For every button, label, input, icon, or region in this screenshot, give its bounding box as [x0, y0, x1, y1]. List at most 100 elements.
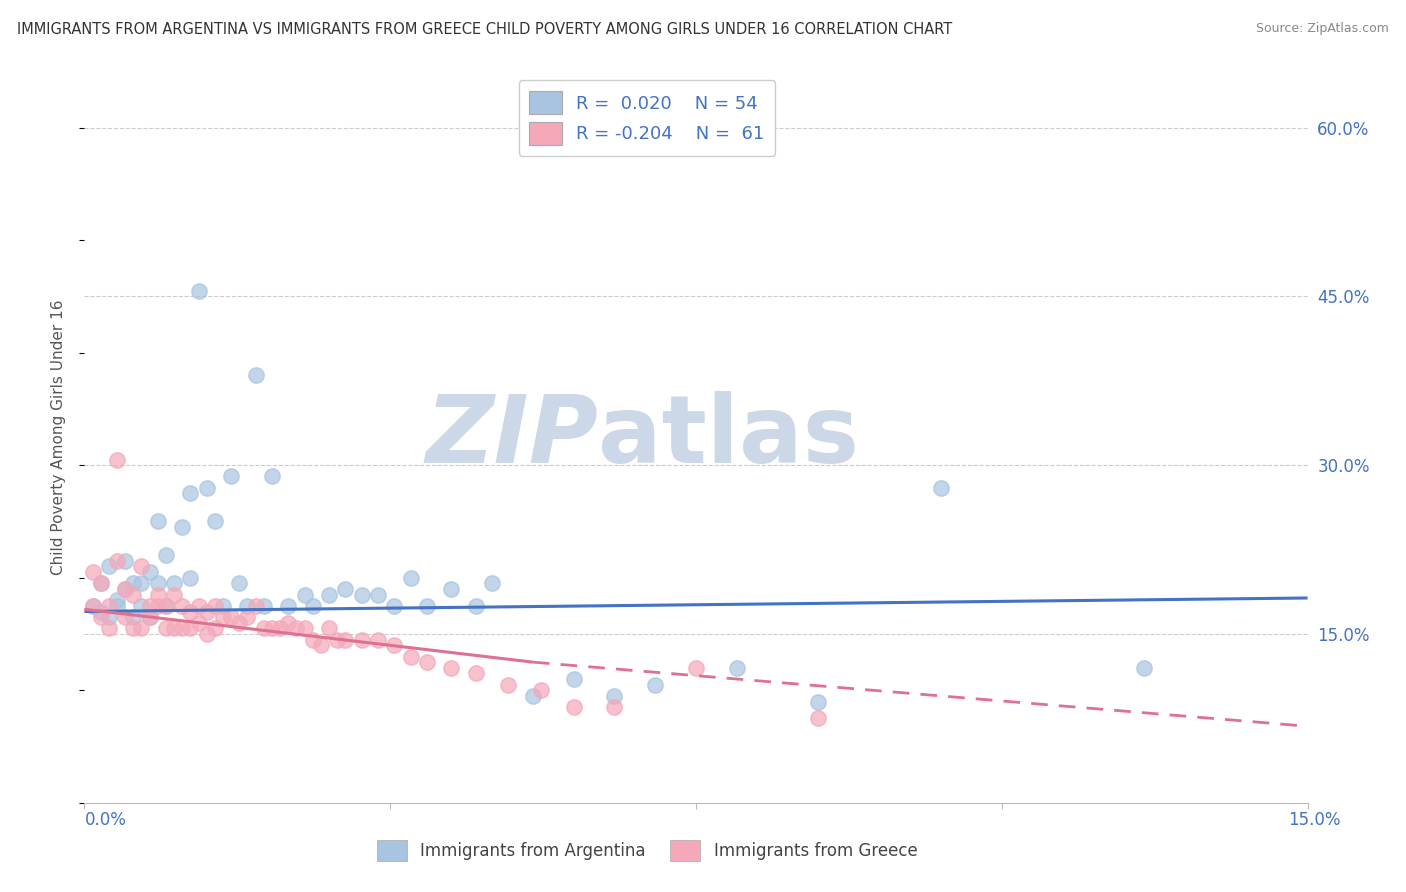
Point: [90, 576, 112, 591]
Point: [82, 599, 104, 613]
Point: [146, 515, 169, 529]
Point: [122, 610, 145, 624]
Point: [285, 621, 308, 635]
Point: [114, 554, 136, 568]
Point: [131, 621, 153, 635]
Point: [155, 548, 177, 562]
Point: [138, 599, 160, 613]
Point: [807, 694, 830, 708]
Point: [138, 565, 160, 579]
Point: [114, 582, 136, 596]
Point: [97, 621, 120, 635]
Point: [146, 576, 169, 591]
Point: [562, 700, 585, 714]
Point: [122, 588, 145, 602]
Point: [929, 481, 952, 495]
Point: [277, 615, 299, 630]
Point: [253, 599, 276, 613]
Point: [155, 621, 177, 635]
Point: [131, 576, 153, 591]
Point: [212, 599, 235, 613]
Point: [195, 605, 218, 619]
Point: [326, 632, 349, 647]
Point: [155, 599, 177, 613]
Point: [498, 678, 520, 692]
Point: [399, 649, 422, 664]
Point: [236, 610, 259, 624]
Point: [277, 599, 299, 613]
Point: [318, 588, 340, 602]
Point: [90, 605, 112, 619]
Point: [399, 571, 422, 585]
Point: [122, 621, 145, 635]
Point: [350, 632, 373, 647]
Point: [440, 661, 463, 675]
Point: [301, 632, 323, 647]
Point: [90, 576, 112, 591]
Point: [131, 599, 153, 613]
Point: [195, 481, 218, 495]
Point: [138, 610, 160, 624]
Text: 15.0%: 15.0%: [1288, 811, 1341, 829]
Point: [440, 582, 463, 596]
Point: [105, 599, 128, 613]
Point: [82, 599, 104, 613]
Point: [562, 672, 585, 686]
Point: [309, 638, 332, 652]
Point: [725, 661, 748, 675]
Point: [644, 678, 666, 692]
Point: [260, 469, 283, 483]
Point: [97, 610, 120, 624]
Point: [416, 655, 439, 669]
Point: [82, 565, 104, 579]
Point: [301, 599, 323, 613]
Point: [172, 599, 194, 613]
Point: [97, 599, 120, 613]
Point: [204, 599, 226, 613]
Point: [228, 576, 250, 591]
Point: [172, 520, 194, 534]
Point: [131, 559, 153, 574]
Point: [105, 554, 128, 568]
Point: [236, 599, 259, 613]
Point: [685, 661, 707, 675]
Point: [603, 689, 626, 703]
Point: [187, 599, 209, 613]
Point: [260, 621, 283, 635]
Point: [146, 599, 169, 613]
Point: [245, 599, 267, 613]
Point: [382, 599, 405, 613]
Point: [138, 610, 160, 624]
Point: [318, 621, 340, 635]
Point: [179, 486, 201, 500]
Point: [603, 700, 626, 714]
Point: [163, 588, 186, 602]
Point: [97, 559, 120, 574]
Point: [163, 576, 186, 591]
Point: [294, 621, 316, 635]
Point: [105, 593, 128, 607]
Point: [105, 452, 128, 467]
Point: [335, 582, 357, 596]
Point: [416, 599, 439, 613]
Point: [204, 621, 226, 635]
Point: [219, 469, 242, 483]
Point: [172, 621, 194, 635]
Point: [219, 610, 242, 624]
Point: [212, 610, 235, 624]
Point: [522, 689, 544, 703]
Point: [807, 711, 830, 725]
Y-axis label: Child Poverty Among Girls Under 16: Child Poverty Among Girls Under 16: [51, 300, 66, 574]
Point: [90, 610, 112, 624]
Point: [245, 368, 267, 383]
Point: [335, 632, 357, 647]
Point: [187, 284, 209, 298]
Point: [228, 615, 250, 630]
Point: [294, 588, 316, 602]
Point: [204, 515, 226, 529]
Point: [114, 610, 136, 624]
Text: atlas: atlas: [598, 391, 859, 483]
Point: [163, 621, 186, 635]
Text: Source: ZipAtlas.com: Source: ZipAtlas.com: [1256, 22, 1389, 36]
Point: [481, 576, 503, 591]
